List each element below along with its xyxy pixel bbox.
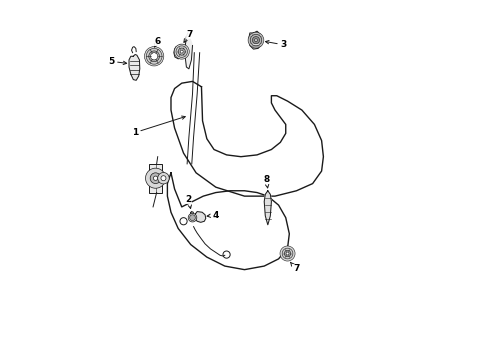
Circle shape: [282, 248, 292, 259]
Circle shape: [250, 35, 261, 46]
Circle shape: [285, 252, 288, 255]
Circle shape: [189, 215, 195, 221]
Polygon shape: [264, 191, 271, 225]
Polygon shape: [185, 33, 192, 69]
Circle shape: [252, 37, 259, 44]
Circle shape: [178, 48, 185, 55]
Text: 3: 3: [265, 40, 286, 49]
FancyBboxPatch shape: [149, 164, 162, 193]
Circle shape: [158, 172, 169, 184]
Text: 6: 6: [154, 37, 160, 47]
Circle shape: [148, 51, 159, 62]
Text: 5: 5: [108, 57, 126, 66]
Circle shape: [146, 48, 162, 64]
Circle shape: [176, 46, 187, 57]
Circle shape: [150, 53, 158, 60]
Circle shape: [153, 176, 158, 180]
Polygon shape: [190, 212, 194, 221]
Circle shape: [284, 250, 290, 257]
Text: 7: 7: [183, 30, 192, 42]
Circle shape: [188, 213, 196, 222]
Polygon shape: [174, 44, 186, 59]
Text: 8: 8: [263, 175, 269, 188]
Text: 2: 2: [185, 194, 191, 208]
Circle shape: [150, 173, 161, 184]
Circle shape: [145, 168, 165, 188]
Circle shape: [161, 176, 165, 181]
Circle shape: [144, 46, 163, 66]
Circle shape: [180, 50, 183, 53]
Circle shape: [254, 39, 257, 41]
Text: 7: 7: [290, 262, 299, 274]
Polygon shape: [248, 31, 261, 49]
Polygon shape: [129, 54, 140, 80]
Polygon shape: [195, 212, 205, 222]
Circle shape: [280, 246, 294, 261]
Circle shape: [247, 32, 264, 48]
Text: 4: 4: [207, 211, 218, 220]
Text: 1: 1: [131, 116, 185, 137]
Circle shape: [174, 44, 189, 59]
